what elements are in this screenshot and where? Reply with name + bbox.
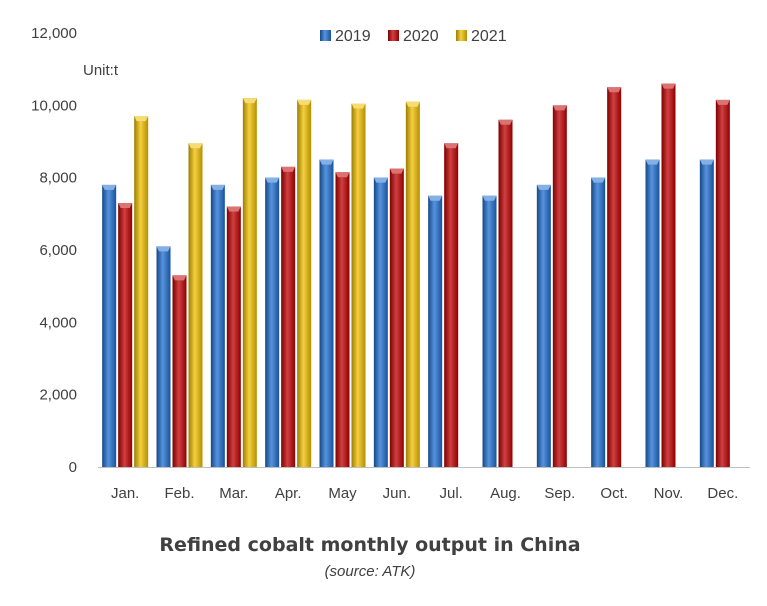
legend-label: 2020 xyxy=(403,28,439,45)
legend-swatch xyxy=(456,30,467,41)
bar-2020-mar xyxy=(226,206,241,467)
bar-2019-dec xyxy=(699,159,714,468)
bar-2019-feb xyxy=(156,246,171,467)
x-tick-label-sep: Sep. xyxy=(544,485,575,502)
bar-2021-may xyxy=(351,103,366,468)
legend-item-2020: 2020 xyxy=(388,28,439,45)
bar-2019-jun xyxy=(373,177,388,467)
bar-2020-apr xyxy=(281,166,296,468)
legend-label: 2021 xyxy=(471,28,507,45)
bar-2019-aug xyxy=(482,195,497,467)
bar-2020-jan xyxy=(118,202,133,467)
bar-2021-mar xyxy=(242,98,257,467)
x-tick-label-dec: Dec. xyxy=(707,485,738,502)
bar-2019-oct xyxy=(591,177,606,467)
x-tick-label-may: May xyxy=(328,485,357,502)
bar-2021-feb xyxy=(188,143,203,467)
bar-2020-aug xyxy=(498,119,513,468)
x-tick-label-feb: Feb. xyxy=(164,485,194,502)
legend-swatch xyxy=(320,30,331,41)
bar-2020-nov xyxy=(661,83,676,467)
x-tick-label-jun: Jun. xyxy=(383,485,411,502)
x-tick-label-apr: Apr. xyxy=(275,485,302,502)
y-tick-label: 4,000 xyxy=(39,314,77,331)
x-tick-label-nov: Nov. xyxy=(654,485,684,502)
bar-2021-apr xyxy=(297,99,312,468)
bar-2020-dec xyxy=(715,99,730,468)
bar-2020-jul xyxy=(444,143,459,467)
chart-subtitle: (source: ATK) xyxy=(324,563,416,580)
legend-swatch xyxy=(388,30,399,41)
bar-2020-may xyxy=(335,172,350,467)
bar-2020-oct xyxy=(607,87,622,467)
bar-2019-jan xyxy=(102,184,117,467)
bar-2019-may xyxy=(319,159,334,468)
bar-2021-jan xyxy=(134,116,149,467)
bar-2019-nov xyxy=(645,159,660,468)
y-tick-label: 0 xyxy=(69,459,77,476)
y-tick-label: 12,000 xyxy=(31,25,77,42)
x-tick-label-jul: Jul. xyxy=(439,485,462,502)
x-tick-label-oct: Oct. xyxy=(600,485,628,502)
legend-label: 2019 xyxy=(335,28,371,45)
x-axis: Jan. Feb. Mar. Apr. May Jun. Jul. Aug. Sep. Oct. N… xyxy=(111,485,738,502)
unit-label: Unit:t xyxy=(83,62,119,79)
bar-2020-jun xyxy=(389,168,404,467)
bar-2019-jul xyxy=(428,195,443,467)
y-tick-label: 10,000 xyxy=(31,97,77,114)
bar-2019-sep xyxy=(536,184,551,467)
bar-2019-mar xyxy=(210,184,225,467)
bars xyxy=(102,83,730,468)
y-tick-label: 8,000 xyxy=(39,170,77,187)
x-tick-label-jan: Jan. xyxy=(111,485,139,502)
y-tick-label: 6,000 xyxy=(39,242,77,259)
x-tick-label-aug: Aug. xyxy=(490,485,521,502)
y-tick-label: 2,000 xyxy=(39,387,77,404)
chart-title: Refined cobalt monthly output in China xyxy=(159,534,581,556)
legend: 2019 2020 2021 xyxy=(320,28,507,45)
bar-2020-sep xyxy=(552,105,567,467)
bar-2021-jun xyxy=(405,101,420,467)
x-tick-label-mar: Mar. xyxy=(219,485,248,502)
legend-item-2019: 2019 xyxy=(320,28,371,45)
bar-2020-feb xyxy=(172,275,187,467)
y-axis: 0 2,000 4,000 6,000 8,000 10,000 12,000 xyxy=(31,25,77,476)
legend-item-2021: 2021 xyxy=(456,28,507,45)
bar-2019-apr xyxy=(265,177,280,467)
